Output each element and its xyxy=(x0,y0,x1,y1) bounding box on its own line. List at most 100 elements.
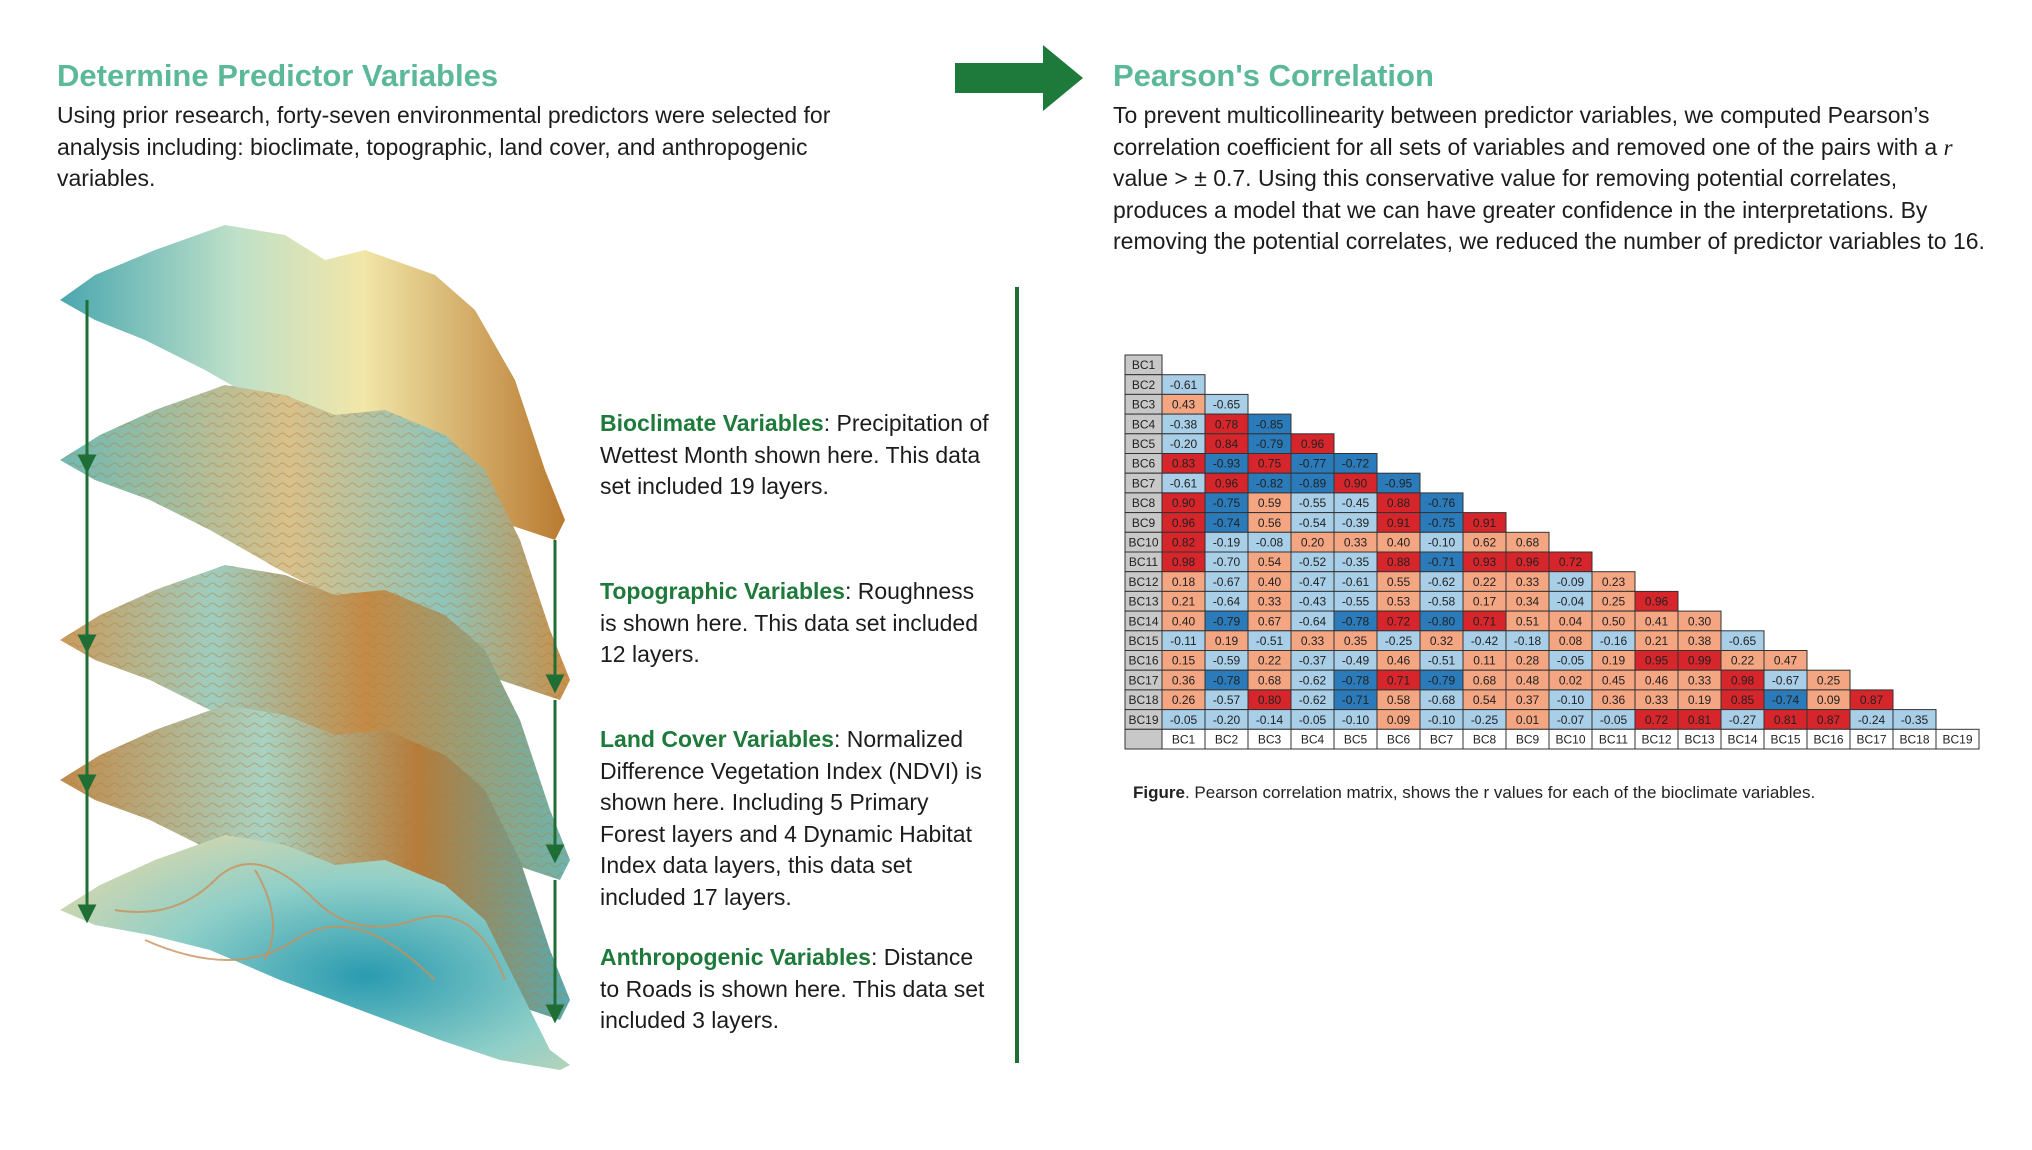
matrix-cell-value: 0.68 xyxy=(1516,535,1540,549)
matrix-cell-value: 0.99 xyxy=(1688,654,1712,668)
layer-desc-bioclimate: Precipitation of Wettest Month shown her… xyxy=(600,410,989,499)
matrix-cell-value: -0.07 xyxy=(1557,713,1585,727)
matrix-cell-value: 0.53 xyxy=(1387,595,1411,609)
matrix-cell-value: -0.18 xyxy=(1514,634,1542,648)
column-header-label: BC1 xyxy=(1172,732,1196,746)
r-symbol: r xyxy=(1943,134,1953,160)
matrix-cell-value: 0.58 xyxy=(1387,693,1411,707)
matrix-cell-value: -0.35 xyxy=(1342,555,1370,569)
column-header-label: BC16 xyxy=(1813,732,1843,746)
row-header-label: BC1 xyxy=(1132,358,1156,372)
matrix-cell-value: 0.45 xyxy=(1602,673,1626,687)
matrix-cell-value: 0.82 xyxy=(1172,535,1196,549)
matrix-cell-value: -0.75 xyxy=(1428,516,1456,530)
column-header-label: BC6 xyxy=(1387,732,1411,746)
matrix-cell-value: -0.58 xyxy=(1428,595,1456,609)
matrix-cell-value: -0.10 xyxy=(1428,713,1456,727)
matrix-cell-value: 0.02 xyxy=(1559,673,1583,687)
matrix-cell-value: -0.11 xyxy=(1170,634,1197,648)
matrix-cell-value: 0.33 xyxy=(1344,535,1368,549)
matrix-cell-value: -0.59 xyxy=(1213,654,1241,668)
matrix-cell-value: -0.05 xyxy=(1170,713,1198,727)
layer-label-topographic: Topographic Variables xyxy=(600,578,845,604)
matrix-cell-value: 0.21 xyxy=(1645,634,1669,648)
matrix-cell-value: -0.75 xyxy=(1213,496,1241,510)
matrix-cell-value: 0.32 xyxy=(1430,634,1454,648)
matrix-cell-value: 0.59 xyxy=(1258,496,1282,510)
matrix-cell-value: -0.70 xyxy=(1213,555,1241,569)
correlation-matrix: BC1 BC2 -0.61 BC3 0.43 -0.65 BC4 -0.38 0.78 -0.85… xyxy=(1124,354,1980,750)
column-header-label: BC7 xyxy=(1430,732,1454,746)
matrix-cell-value: 0.90 xyxy=(1344,476,1368,490)
right-arrow-icon xyxy=(955,45,1083,111)
column-header-label: BC3 xyxy=(1258,732,1282,746)
matrix-cell-value: 0.85 xyxy=(1731,693,1755,707)
matrix-cell-value: 0.87 xyxy=(1860,693,1884,707)
right-description: To prevent multicollinearity between pre… xyxy=(1113,100,1993,258)
matrix-cell-value: -0.93 xyxy=(1213,457,1241,471)
layer-desc-anthropogenic: Distance to Roads is shown here. This da… xyxy=(600,944,985,1033)
column-header-label: BC2 xyxy=(1215,732,1239,746)
matrix-cell-value: 0.81 xyxy=(1774,713,1798,727)
matrix-cell-value: 0.33 xyxy=(1258,595,1282,609)
matrix-cell-value: -0.05 xyxy=(1600,713,1628,727)
layer-desc-land-cover: Normalized Difference Vegetation Index (… xyxy=(600,726,982,910)
matrix-cell-value: -0.19 xyxy=(1213,535,1241,549)
matrix-cell-value: -0.78 xyxy=(1213,673,1241,687)
matrix-cell-value: -0.42 xyxy=(1471,634,1499,648)
matrix-cell-value: -0.38 xyxy=(1170,417,1198,431)
matrix-cell-value: 0.47 xyxy=(1774,654,1798,668)
matrix-cell-value: -0.49 xyxy=(1342,654,1370,668)
matrix-cell-value: -0.61 xyxy=(1170,476,1198,490)
matrix-cell-value: 0.17 xyxy=(1473,595,1497,609)
matrix-cell-value: 0.23 xyxy=(1602,575,1626,589)
matrix-cell-value: -0.79 xyxy=(1213,614,1241,628)
matrix-cell-value: 0.72 xyxy=(1559,555,1583,569)
left-description: Using prior research, forty-seven enviro… xyxy=(57,102,831,191)
matrix-cell-value: -0.25 xyxy=(1471,713,1499,727)
matrix-cell-value: 0.95 xyxy=(1645,654,1669,668)
matrix-cell-value: -0.10 xyxy=(1557,693,1585,707)
matrix-cell-value: -0.64 xyxy=(1213,595,1241,609)
caption-text: . Pearson correlation matrix, shows the … xyxy=(1184,783,1816,802)
column-divider xyxy=(1015,287,1019,1063)
matrix-cell-value: 0.36 xyxy=(1602,693,1626,707)
matrix-cell-value: 0.48 xyxy=(1516,673,1540,687)
matrix-cell-value: -0.67 xyxy=(1213,575,1241,589)
caption-bold: Figure xyxy=(1133,783,1185,802)
matrix-cell-value: 0.04 xyxy=(1559,614,1583,628)
column-header-label: BC17 xyxy=(1856,732,1886,746)
matrix-cell-value: -0.62 xyxy=(1299,673,1327,687)
matrix-cell-value: -0.05 xyxy=(1557,654,1585,668)
matrix-cell-value: -0.27 xyxy=(1729,713,1757,727)
row-header-label: BC8 xyxy=(1132,496,1156,510)
matrix-cell-value: -0.76 xyxy=(1428,496,1456,510)
matrix-cell-value: -0.80 xyxy=(1428,614,1456,628)
matrix-cell-value: 0.62 xyxy=(1473,535,1497,549)
row-header-label: BC6 xyxy=(1132,457,1156,471)
matrix-cell-value: 0.38 xyxy=(1688,634,1712,648)
column-header-label: BC10 xyxy=(1555,732,1585,746)
matrix-cell-value: 0.96 xyxy=(1516,555,1540,569)
matrix-cell-value: -0.61 xyxy=(1342,575,1370,589)
matrix-cell-value: -0.45 xyxy=(1342,496,1370,510)
matrix-cell-value: -0.65 xyxy=(1213,398,1241,412)
column-header-label: BC14 xyxy=(1727,732,1757,746)
matrix-cell-value: -0.14 xyxy=(1256,713,1284,727)
row-header-label: BC7 xyxy=(1132,476,1156,490)
matrix-cell-value: 0.25 xyxy=(1602,595,1626,609)
matrix-cell-value: -0.55 xyxy=(1342,595,1370,609)
matrix-cell-value: -0.39 xyxy=(1342,516,1370,530)
matrix-cell-value: -0.79 xyxy=(1428,673,1456,687)
matrix-cell-value: -0.95 xyxy=(1385,476,1413,490)
matrix-cell-value: -0.08 xyxy=(1256,535,1284,549)
layer-label-bioclimate: Bioclimate Variables xyxy=(600,410,824,436)
matrix-cell-value: 0.43 xyxy=(1172,398,1196,412)
matrix-cell-value: -0.72 xyxy=(1342,457,1370,471)
row-header-label: BC10 xyxy=(1128,535,1158,549)
matrix-cell-value: -0.85 xyxy=(1256,417,1284,431)
matrix-cell-value: -0.10 xyxy=(1428,535,1456,549)
matrix-cell-value: 0.68 xyxy=(1473,673,1497,687)
row-header-label: BC4 xyxy=(1132,417,1156,431)
matrix-cell-value: 0.90 xyxy=(1172,496,1196,510)
